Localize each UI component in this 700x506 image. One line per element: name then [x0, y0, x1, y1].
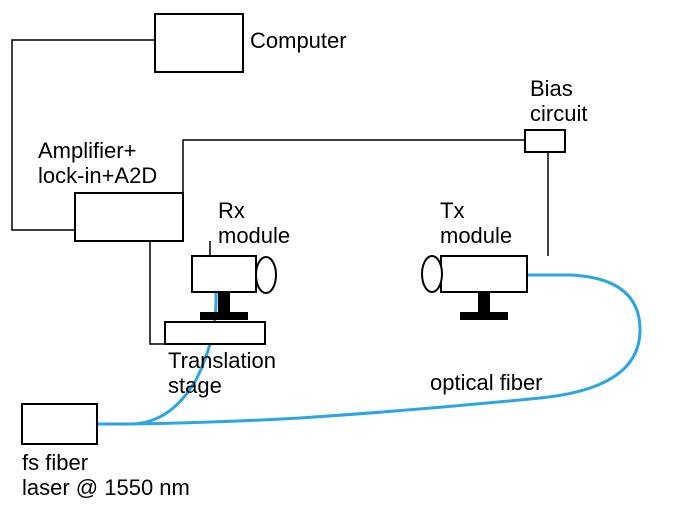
tx-module-label: Tx module	[440, 198, 512, 249]
computer-label: Computer	[250, 28, 347, 53]
amp-lockin-a2d-label: Amplifier+ lock-in+A2D	[38, 138, 157, 189]
diagram-canvas	[0, 0, 700, 506]
rx-module-label: Rx module	[218, 198, 290, 249]
fs_laser-box	[22, 404, 97, 444]
tx-base	[460, 312, 508, 320]
translation_stage-box	[165, 322, 265, 344]
fs-laser-label: fs fiber laser @ 1550 nm	[22, 450, 190, 501]
rx-base	[200, 312, 248, 320]
rx-body	[192, 256, 256, 292]
optical-fiber-label: optical fiber	[430, 370, 543, 395]
tx-stem	[478, 292, 490, 312]
tx-lens	[422, 256, 442, 292]
translation-stage-label: Translation stage	[168, 348, 276, 399]
rx-stem	[218, 292, 230, 312]
bias_circuit-box	[525, 130, 565, 152]
computer-box	[155, 14, 243, 72]
wire-amp_to_rx	[150, 241, 165, 344]
bias-circuit-label: Bias circuit	[530, 76, 587, 127]
amp_lockin_a2d-box	[75, 193, 183, 241]
rx-lens	[256, 257, 276, 293]
tx-body	[441, 256, 527, 292]
